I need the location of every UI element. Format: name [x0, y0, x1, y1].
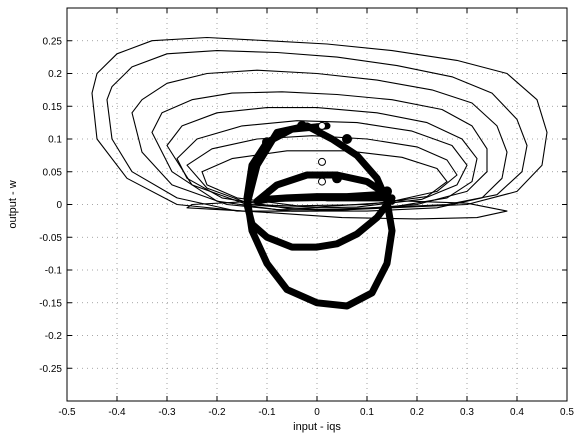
- filled-dot-marker: [297, 120, 307, 131]
- x-tick-label: 0.3: [460, 407, 474, 418]
- y-tick-label: -0.1: [45, 266, 63, 277]
- y-tick-label: 0.05: [43, 167, 63, 178]
- x-tick-label: 0: [314, 407, 320, 418]
- x-tick-label: -0.4: [108, 407, 126, 418]
- y-tick-label: -0.25: [39, 364, 62, 375]
- y-tick-label: -0.15: [39, 298, 62, 309]
- thick-trajectory-10: [243, 122, 396, 310]
- y-tick-label: 0.25: [43, 36, 63, 47]
- y-tick-label: 0.2: [48, 69, 62, 80]
- trajectory-line-9: [186, 200, 508, 220]
- open-circle-marker: [318, 121, 326, 130]
- trajectory-line-1: [91, 36, 548, 212]
- y-tick-label: 0: [56, 200, 62, 211]
- x-tick-label: -0.5: [58, 407, 76, 418]
- thick-trajectory-11: [253, 171, 396, 205]
- filled-dot-marker: [382, 186, 392, 197]
- trajectory-line-4: [151, 91, 488, 211]
- x-tick-label: -0.1: [258, 407, 276, 418]
- open-circle-marker: [318, 157, 326, 166]
- x-tick-label: 0.4: [510, 407, 524, 418]
- y-tick-label: 0.1: [48, 135, 62, 146]
- x-tick-label: -0.3: [158, 407, 176, 418]
- x-tick-label: 0.5: [560, 407, 574, 418]
- x-axis-label: input - iqs: [293, 421, 341, 433]
- filled-dot-marker: [342, 134, 352, 144]
- open-circle-marker: [318, 177, 326, 186]
- y-tick-label: -0.05: [39, 233, 62, 244]
- x-tick-label: 0.1: [360, 407, 374, 418]
- marker-group: [262, 120, 392, 197]
- filled-dot-marker: [332, 173, 342, 184]
- grid-lines: [67, 8, 567, 401]
- y-axis-label: output - w: [7, 180, 19, 228]
- trajectory-line-2: [106, 50, 528, 212]
- x-tick-label: 0.2: [410, 407, 424, 418]
- axis-ticks: -0.5 -0.4 -0.3 -0.2 -0.1 0 0.1 0.2 0.3 0.4 0.5 0.25…: [39, 8, 574, 418]
- trajectory-line-8: [201, 150, 448, 207]
- series-group: [91, 36, 548, 310]
- filled-dot-marker: [262, 137, 272, 148]
- x-tick-label: -0.2: [208, 407, 226, 418]
- y-tick-label: -0.2: [45, 331, 63, 342]
- trajectory-line-3: [131, 69, 508, 212]
- y-tick-label: 0.15: [43, 102, 63, 113]
